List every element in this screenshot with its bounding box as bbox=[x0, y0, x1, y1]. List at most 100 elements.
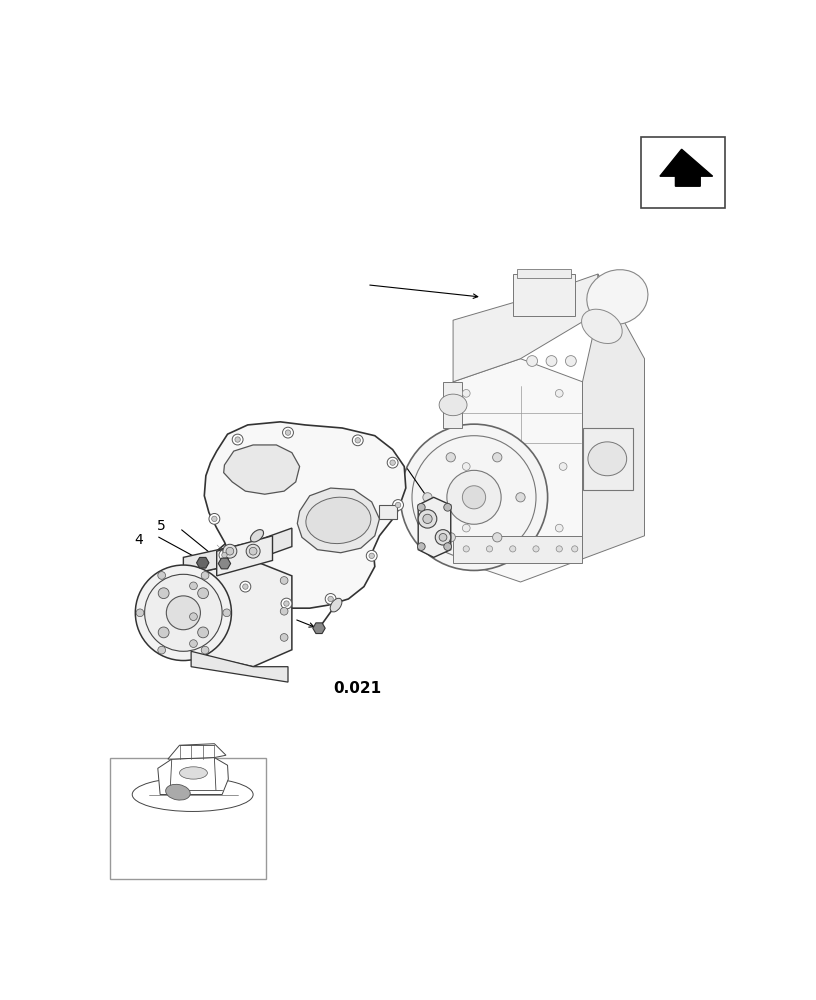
Circle shape bbox=[326, 594, 336, 604]
Ellipse shape bbox=[439, 394, 467, 416]
Circle shape bbox=[447, 470, 501, 524]
Bar bbox=[583, 428, 633, 490]
Ellipse shape bbox=[180, 767, 207, 779]
Circle shape bbox=[223, 544, 237, 558]
Circle shape bbox=[209, 513, 220, 524]
Circle shape bbox=[510, 546, 516, 552]
Ellipse shape bbox=[587, 270, 648, 325]
Ellipse shape bbox=[588, 442, 627, 476]
Bar bbox=[512, 274, 574, 316]
Circle shape bbox=[202, 572, 209, 579]
Circle shape bbox=[412, 436, 536, 559]
Circle shape bbox=[242, 584, 248, 589]
Circle shape bbox=[401, 424, 548, 570]
Circle shape bbox=[418, 543, 425, 550]
Polygon shape bbox=[204, 422, 406, 608]
Circle shape bbox=[282, 427, 294, 438]
Circle shape bbox=[565, 356, 576, 366]
Circle shape bbox=[533, 546, 539, 552]
Circle shape bbox=[446, 453, 455, 462]
Polygon shape bbox=[224, 445, 299, 494]
Polygon shape bbox=[660, 149, 712, 186]
Circle shape bbox=[418, 503, 425, 511]
Circle shape bbox=[444, 543, 451, 550]
Polygon shape bbox=[418, 497, 450, 557]
Circle shape bbox=[486, 546, 493, 552]
Circle shape bbox=[223, 609, 231, 617]
Circle shape bbox=[240, 581, 251, 592]
Text: 2: 2 bbox=[343, 488, 352, 502]
Circle shape bbox=[493, 533, 502, 542]
Ellipse shape bbox=[306, 497, 370, 544]
Circle shape bbox=[439, 533, 447, 541]
Circle shape bbox=[418, 510, 437, 528]
Circle shape bbox=[546, 356, 557, 366]
Circle shape bbox=[189, 613, 197, 620]
Circle shape bbox=[158, 588, 169, 599]
Polygon shape bbox=[453, 274, 598, 382]
Circle shape bbox=[444, 503, 451, 511]
Circle shape bbox=[211, 516, 217, 522]
Bar bbox=[641, 137, 725, 208]
Circle shape bbox=[144, 574, 222, 651]
Text: 3: 3 bbox=[273, 509, 282, 523]
Circle shape bbox=[423, 514, 432, 523]
Circle shape bbox=[328, 596, 334, 602]
Text: 6: 6 bbox=[244, 625, 253, 639]
Polygon shape bbox=[197, 557, 209, 568]
Circle shape bbox=[353, 435, 363, 446]
Bar bbox=[379, 505, 397, 519]
Circle shape bbox=[463, 546, 469, 552]
Polygon shape bbox=[184, 560, 292, 667]
Polygon shape bbox=[297, 488, 379, 553]
Polygon shape bbox=[453, 359, 583, 582]
Circle shape bbox=[366, 550, 377, 561]
Ellipse shape bbox=[132, 778, 253, 811]
Circle shape bbox=[516, 493, 526, 502]
Circle shape bbox=[286, 430, 290, 435]
Circle shape bbox=[557, 546, 562, 552]
Ellipse shape bbox=[582, 309, 623, 344]
Text: 0.021: 0.021 bbox=[333, 681, 381, 696]
Circle shape bbox=[280, 634, 288, 641]
Ellipse shape bbox=[330, 598, 342, 612]
Ellipse shape bbox=[251, 530, 264, 542]
Circle shape bbox=[435, 530, 450, 545]
Circle shape bbox=[395, 502, 401, 508]
Polygon shape bbox=[191, 651, 288, 682]
Circle shape bbox=[559, 463, 567, 470]
Circle shape bbox=[166, 596, 201, 630]
Circle shape bbox=[157, 572, 166, 579]
Circle shape bbox=[136, 609, 144, 617]
Polygon shape bbox=[157, 758, 228, 795]
Polygon shape bbox=[184, 528, 292, 576]
Circle shape bbox=[189, 582, 197, 590]
Circle shape bbox=[197, 627, 209, 638]
Circle shape bbox=[158, 627, 169, 638]
Circle shape bbox=[249, 547, 257, 555]
Circle shape bbox=[463, 524, 470, 532]
Circle shape bbox=[280, 607, 288, 615]
Circle shape bbox=[369, 553, 375, 559]
Polygon shape bbox=[217, 536, 273, 576]
Circle shape bbox=[281, 598, 292, 609]
Circle shape bbox=[157, 646, 166, 654]
Circle shape bbox=[463, 486, 486, 509]
Circle shape bbox=[526, 356, 538, 366]
Circle shape bbox=[463, 463, 470, 470]
Bar bbox=[453, 536, 583, 563]
Text: 5: 5 bbox=[157, 519, 165, 533]
Circle shape bbox=[423, 493, 432, 502]
Circle shape bbox=[222, 552, 227, 558]
Bar bbox=[443, 382, 463, 428]
Circle shape bbox=[284, 601, 289, 606]
Text: 4: 4 bbox=[135, 533, 143, 547]
Polygon shape bbox=[313, 623, 326, 634]
Circle shape bbox=[493, 453, 502, 462]
Polygon shape bbox=[168, 744, 226, 759]
Text: 8: 8 bbox=[191, 630, 200, 644]
Circle shape bbox=[235, 437, 241, 442]
Circle shape bbox=[189, 640, 197, 647]
Polygon shape bbox=[218, 558, 231, 569]
Circle shape bbox=[202, 646, 209, 654]
